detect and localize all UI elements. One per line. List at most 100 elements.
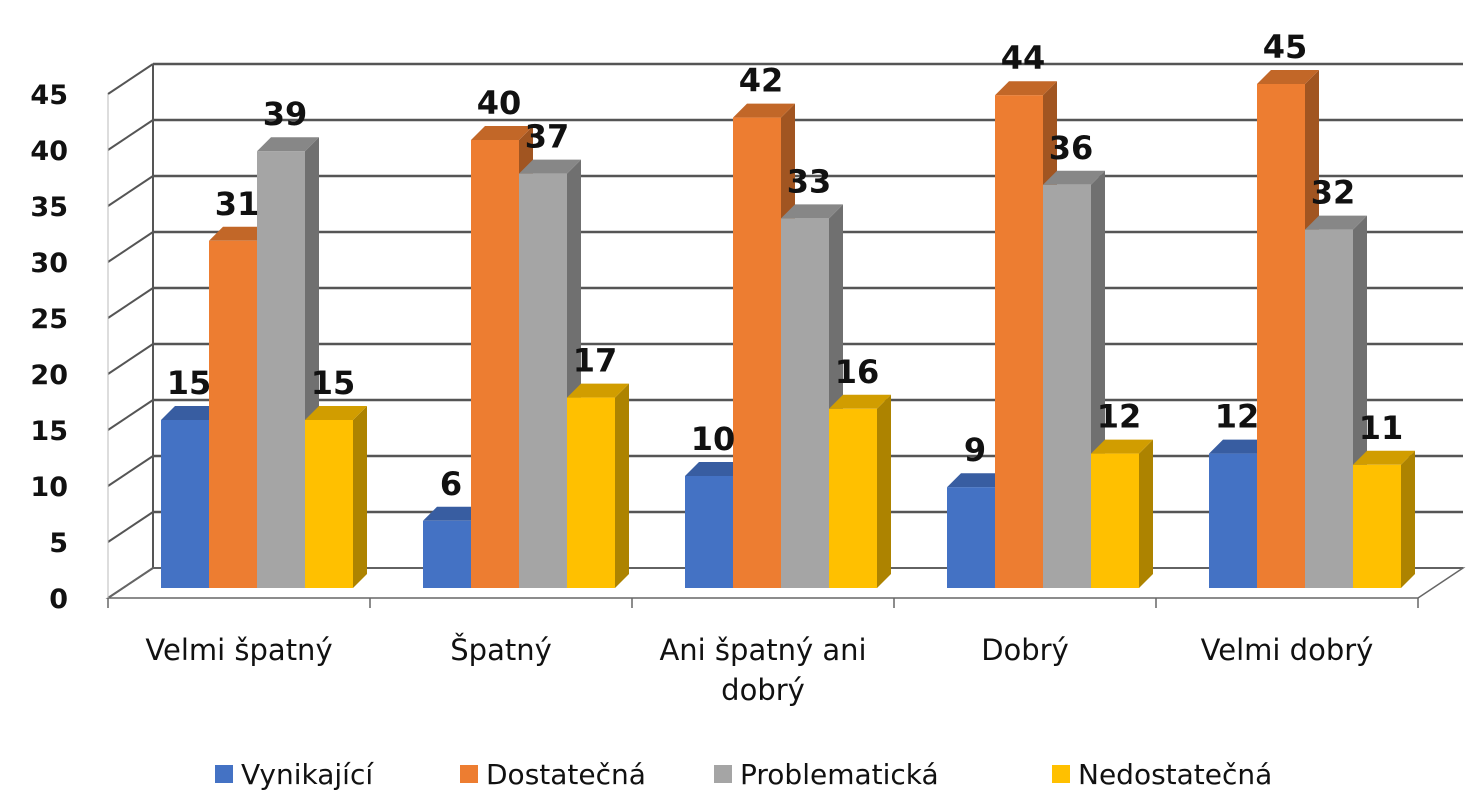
bar-top bbox=[995, 81, 1057, 96]
bar-side bbox=[877, 394, 891, 588]
bar-top bbox=[567, 383, 629, 398]
gridline-depth bbox=[107, 343, 154, 375]
bar-front bbox=[733, 117, 781, 588]
bar-front bbox=[257, 151, 305, 588]
data-label: 42 bbox=[739, 62, 784, 100]
floor bbox=[105, 567, 1466, 599]
legend-swatch bbox=[215, 765, 233, 783]
x-tick-label-line: Velmi špatný bbox=[145, 633, 332, 667]
y-tick-label: 5 bbox=[49, 528, 68, 559]
y-tick-label: 0 bbox=[49, 584, 68, 615]
bar-top bbox=[1305, 215, 1367, 230]
x-tick-label: Velmi dobrý bbox=[1201, 633, 1374, 667]
bar-front bbox=[1353, 464, 1401, 588]
data-label: 36 bbox=[1049, 129, 1094, 167]
bar-front bbox=[471, 140, 519, 588]
legend-item: Dostatečná bbox=[460, 758, 646, 791]
legend-item: Nedostatečná bbox=[1052, 758, 1272, 791]
legend-swatch bbox=[460, 765, 478, 783]
x-tick-label-line: Špatný bbox=[450, 633, 552, 667]
bar-top bbox=[423, 506, 485, 521]
x-tick-label: Velmi špatný bbox=[145, 633, 332, 667]
y-tick-label: 25 bbox=[30, 304, 68, 335]
bar-top bbox=[947, 473, 1009, 488]
gridline-depth bbox=[107, 231, 154, 263]
x-tick-label: Špatný bbox=[450, 633, 552, 667]
bar-side bbox=[353, 406, 367, 588]
data-label: 33 bbox=[787, 162, 832, 200]
bars bbox=[161, 70, 1415, 589]
gridline-depth bbox=[107, 175, 154, 207]
data-label: 9 bbox=[964, 431, 986, 469]
bar-front bbox=[423, 520, 471, 588]
data-label: 12 bbox=[1097, 398, 1142, 436]
y-tick-label: 40 bbox=[30, 136, 68, 167]
data-label: 37 bbox=[525, 118, 570, 156]
bar-front bbox=[567, 397, 615, 588]
data-label: 31 bbox=[215, 185, 260, 223]
y-axis-labels: 0 5 10 15 20 25 30 35 40 45 bbox=[30, 80, 68, 615]
data-label: 17 bbox=[573, 342, 618, 380]
legend-swatch bbox=[714, 765, 732, 783]
bar-front bbox=[947, 487, 995, 588]
data-label: 32 bbox=[1311, 174, 1356, 212]
y-tick-label: 30 bbox=[30, 248, 68, 279]
bar-front bbox=[1257, 84, 1305, 588]
legend-swatch bbox=[1052, 765, 1070, 783]
bar-top bbox=[471, 126, 533, 140]
gridline-depth bbox=[107, 399, 154, 431]
bar-top bbox=[1043, 170, 1105, 185]
gridline-depth bbox=[107, 63, 154, 95]
bar-top bbox=[209, 226, 271, 241]
legend-label: Nedostatečná bbox=[1078, 758, 1272, 791]
bar bbox=[567, 383, 629, 588]
bar-front bbox=[305, 420, 353, 588]
bar-top bbox=[1257, 70, 1319, 84]
bar bbox=[1091, 439, 1153, 588]
bar bbox=[1353, 450, 1415, 588]
data-label: 15 bbox=[167, 364, 212, 402]
bar-top bbox=[1353, 450, 1415, 465]
bar-top bbox=[781, 204, 843, 219]
bar bbox=[305, 406, 367, 588]
gridline-depth bbox=[107, 455, 154, 487]
bar-top bbox=[161, 406, 223, 420]
bar-top bbox=[1209, 439, 1271, 454]
bar-top bbox=[733, 103, 795, 118]
data-label: 6 bbox=[440, 465, 462, 503]
data-label: 44 bbox=[1001, 39, 1046, 77]
bar-front bbox=[209, 240, 257, 589]
y-tick-label: 10 bbox=[30, 472, 68, 503]
bar-top bbox=[829, 394, 891, 409]
x-tick-label-line: Dobrý bbox=[981, 633, 1069, 667]
y-tick-label: 45 bbox=[30, 80, 68, 111]
legend-label: Dostatečná bbox=[486, 758, 646, 791]
bar-top bbox=[305, 406, 367, 420]
bar-front bbox=[685, 476, 733, 588]
bar bbox=[1043, 170, 1105, 589]
bar-front bbox=[161, 420, 209, 588]
legend-label: Problematická bbox=[740, 758, 939, 791]
x-tick-label-line: dobrý bbox=[721, 673, 805, 707]
data-label: 12 bbox=[1215, 398, 1260, 436]
x-tick-label-line: Velmi dobrý bbox=[1201, 633, 1374, 667]
data-label: 11 bbox=[1359, 409, 1404, 447]
bar-front bbox=[781, 218, 829, 588]
gridline-depth bbox=[107, 287, 154, 319]
bar-side bbox=[1139, 439, 1153, 588]
legend-item: Problematická bbox=[714, 758, 939, 791]
y-tick-label: 35 bbox=[30, 192, 68, 223]
x-tick-label: Dobrý bbox=[981, 633, 1069, 667]
legend: Vynikající Dostatečná Problematická Nedosta… bbox=[215, 758, 1272, 791]
bar-front bbox=[1043, 184, 1091, 589]
data-label: 16 bbox=[835, 353, 880, 391]
data-label: 40 bbox=[477, 84, 522, 122]
bar-front bbox=[1091, 453, 1139, 588]
bar-side bbox=[615, 383, 629, 588]
legend-label: Vynikající bbox=[241, 758, 374, 791]
bar-front bbox=[1209, 453, 1257, 588]
bar-front bbox=[995, 95, 1043, 588]
